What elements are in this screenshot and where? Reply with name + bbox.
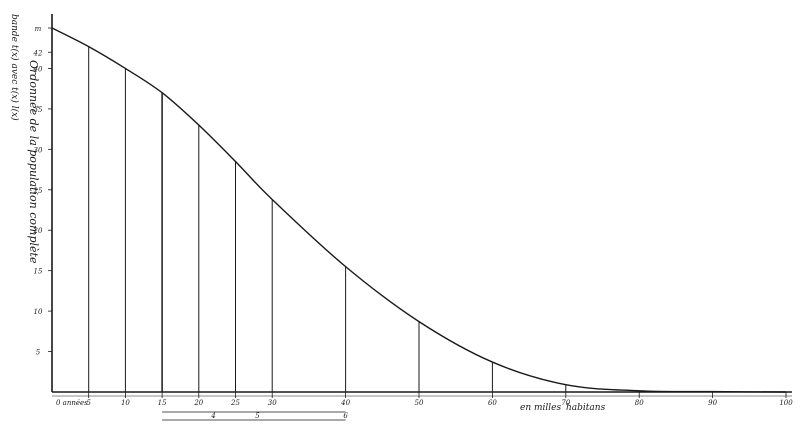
lower-scale-label: 5 [255,412,260,420]
x-tick-label: 50 [415,399,424,407]
y-tick-label: m [35,25,42,33]
y-tick-label: 30 [34,146,43,154]
axes [48,14,792,421]
y-tick-label: 20 [33,227,43,235]
x-tick-label: 15 [158,399,167,407]
x-axis-title-part: habitans [566,403,606,413]
x-tick-label: 10 [121,399,130,407]
y-tick-label: 35 [34,106,43,114]
y-axis-subtitle: bande t(x) avec t(x) l(x) [9,14,20,121]
x-tick-label: 25 [230,399,240,407]
x-tick-label: 40 [340,399,350,407]
y-axis-title: Ordonnée de la population complète [27,60,40,264]
x-tick-label: 70 [561,399,570,407]
x-tick-label: 5 [86,399,91,407]
lower-scale-label: 6 [343,412,348,420]
curve-layer [51,27,787,393]
y-tick-label: 5 [36,349,41,357]
y-tick-label: 10 [34,308,43,316]
x-tick-label: 60 [488,399,497,407]
x-tick-label: 20 [193,399,203,407]
x-axis-title-part: en milles [520,403,561,413]
y-tick-label: 15 [34,268,43,276]
x-origin-label: 0 années [56,399,88,407]
ordinate-lines [88,46,567,392]
labels: 5 10 15 20 25 30 40 50 60 70 80 90 100 0 années m 42 40 3… [9,14,793,420]
population-curve [51,27,787,393]
y-tick-label: 25 [33,187,43,195]
x-tick-label: 100 [779,399,793,407]
x-tick-label: 30 [268,399,277,407]
x-tick-label: 80 [635,399,644,407]
y-tick-label: 40 [33,65,43,73]
x-tick-label: 90 [708,399,717,407]
lower-scale-label: 4 [210,412,215,420]
y-tick-label: 42 [33,49,43,57]
